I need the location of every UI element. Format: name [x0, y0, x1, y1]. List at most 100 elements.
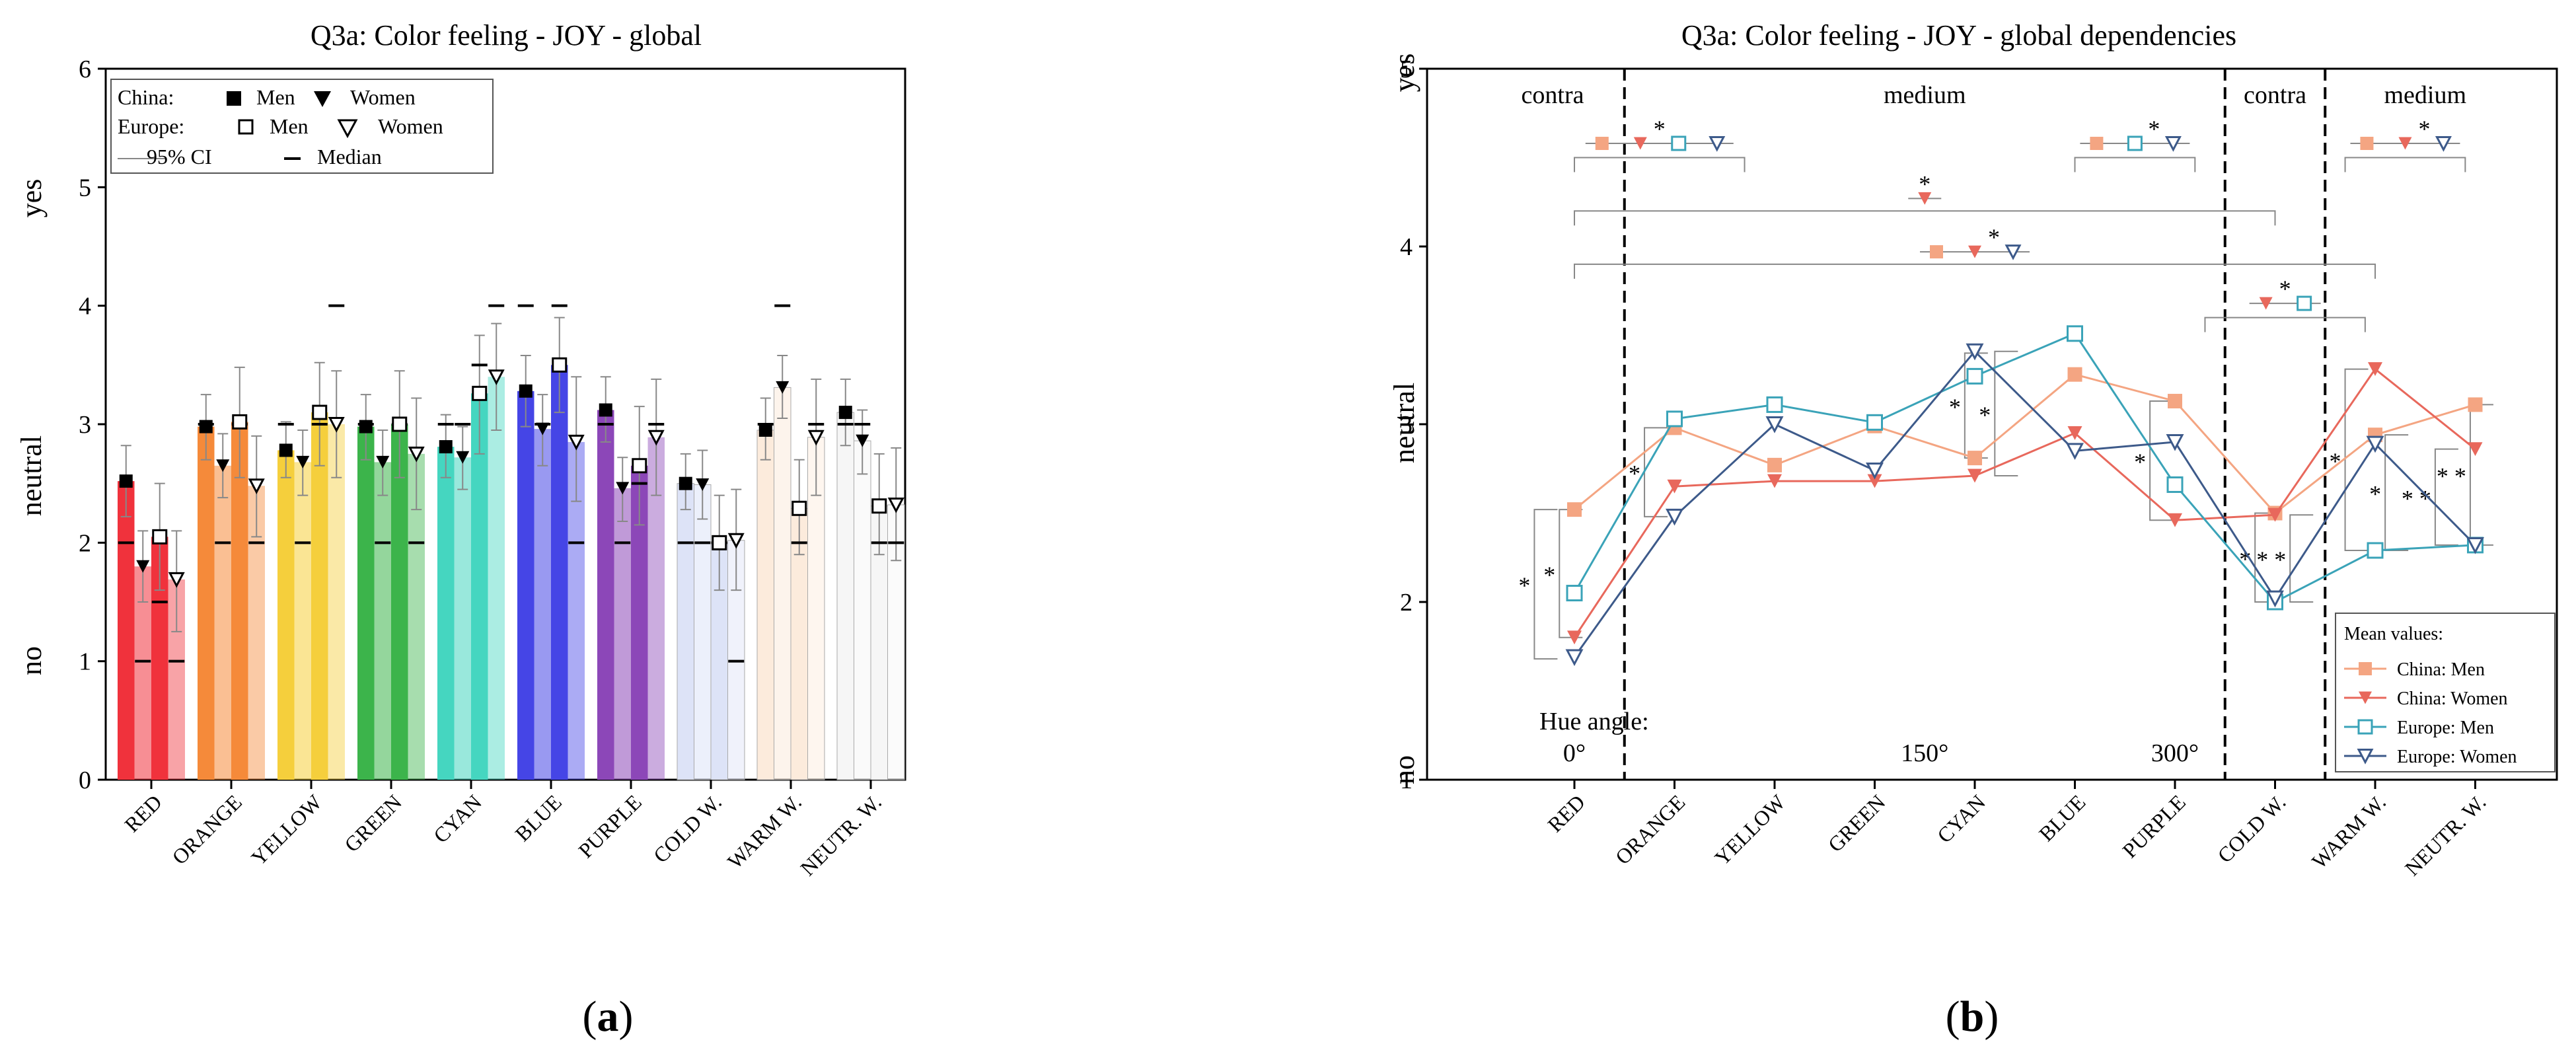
mean-marker	[856, 434, 869, 447]
bar-group	[647, 378, 665, 780]
bar	[756, 430, 774, 780]
bar-group	[756, 397, 774, 780]
bar	[614, 488, 631, 780]
y-tick-label: 2	[79, 529, 91, 557]
bar-group	[471, 334, 488, 780]
legend: Mean values: China: Men China: Women Europe…	[2335, 613, 2556, 772]
x-tick-label: GREEN	[1823, 790, 1890, 856]
side-bracket: *	[2369, 434, 2409, 551]
x-tick-label: PURPLE	[573, 790, 646, 862]
series-line	[1574, 373, 2476, 515]
significance-bracket	[2074, 157, 2196, 172]
data-point	[1765, 416, 1784, 433]
legend-marker	[2359, 691, 2372, 704]
legend-marker	[2357, 749, 2374, 765]
mean-marker	[632, 458, 647, 474]
x-tick-label: CYAN	[1932, 790, 1990, 847]
bar	[391, 424, 408, 780]
bar	[311, 412, 328, 780]
mean-marker	[758, 423, 772, 437]
significance-marker	[1595, 136, 1609, 150]
side-bracket-stars: *	[1518, 572, 1530, 599]
mean-marker	[328, 417, 345, 433]
legend-median-label: Median	[317, 145, 382, 168]
significance-marker	[2360, 136, 2374, 150]
bar	[328, 424, 345, 780]
mean-marker	[776, 381, 790, 394]
bar-group	[151, 482, 168, 780]
y-label-neutral: neutral	[1388, 383, 1420, 463]
bar-group	[694, 449, 712, 780]
series-line	[1573, 332, 2476, 603]
x-tick-label: GREEN	[340, 790, 406, 856]
legend-china-men-label: Men	[256, 85, 295, 109]
bar-group	[134, 530, 151, 780]
mean-marker	[136, 560, 150, 573]
plot-area	[104, 67, 906, 781]
x-tick-label: PURPLE	[2117, 790, 2190, 862]
x-tick-label: COLD W.	[2213, 790, 2290, 867]
legend-label: China: Women	[2397, 689, 2508, 709]
series-line	[1573, 350, 2476, 658]
significance-marker	[2127, 135, 2143, 151]
legend-label: Europe: Men	[2397, 718, 2494, 738]
x-tick-label: COLD W.	[649, 790, 726, 867]
data-point	[2067, 367, 2082, 382]
mean-marker	[696, 478, 710, 491]
x-tick-label: RED	[1543, 790, 1590, 837]
x-tick-label: NEUTR. W.	[2400, 790, 2491, 880]
significance-group: *	[1574, 224, 2376, 279]
significance-bracket	[1574, 263, 2376, 279]
data-point	[1666, 508, 1683, 526]
significance-marker	[1968, 245, 1981, 258]
side-bracket-line	[2289, 514, 2314, 603]
side-bracket-stars: *	[2134, 449, 2146, 475]
side-bracket-stars: * *	[2437, 463, 2466, 490]
y-label-neutral: neutral	[15, 435, 48, 516]
bar	[374, 462, 391, 780]
x-tick-label: BLUE	[510, 790, 566, 846]
panel-b: Q3a: Color feeling - JOY - global depend…	[1388, 19, 2558, 1041]
legend-china-label: China:	[118, 85, 174, 109]
legend-china-women-label: Women	[350, 85, 416, 109]
significance-marker	[1671, 135, 1687, 151]
bar-group	[807, 378, 825, 780]
mean-marker	[552, 357, 568, 373]
legend-marker	[2359, 662, 2372, 675]
bar-group	[374, 429, 391, 780]
bar	[118, 481, 135, 780]
x-axis: RED ORANGE YELLOW GREEN CYAN BLUE PURPLE COLD W…	[120, 780, 886, 880]
significance-star: *	[1988, 224, 2000, 250]
hue-tick-label: 300°	[2151, 739, 2199, 767]
significance-star: *	[2418, 116, 2430, 142]
x-tick-label: BLUE	[2034, 790, 2090, 846]
bar	[677, 483, 694, 780]
bar-group	[214, 433, 231, 780]
x-tick-label: ORANGE	[167, 790, 246, 869]
bar	[597, 410, 614, 780]
series	[1565, 343, 2484, 667]
panel-label-b: (b)	[1946, 992, 1999, 1041]
side-bracket-stars: *	[1979, 402, 1991, 428]
mean-marker	[376, 455, 390, 468]
mean-marker	[568, 434, 585, 451]
bar	[198, 426, 215, 780]
significance-marker	[2164, 135, 2182, 152]
x-tick-label: ORANGE	[1611, 790, 1690, 869]
x-axis: RED ORANGE YELLOW GREEN CYAN BLUE PURPLE COLD W…	[1543, 780, 2490, 880]
bar	[854, 440, 871, 780]
bar-group	[774, 304, 791, 780]
significance-marker	[2259, 297, 2273, 310]
mean-marker	[199, 420, 213, 433]
bar	[517, 391, 534, 780]
bar	[534, 429, 551, 780]
significance-star: *	[1654, 116, 1666, 142]
mean-marker	[152, 529, 168, 544]
bar-group	[597, 376, 614, 780]
x-tick-label: WARM W.	[723, 790, 806, 873]
series	[1567, 362, 2483, 645]
region-label: contra	[1522, 81, 1584, 109]
bar-group	[311, 361, 328, 780]
side-bracket: *	[1518, 509, 1558, 660]
